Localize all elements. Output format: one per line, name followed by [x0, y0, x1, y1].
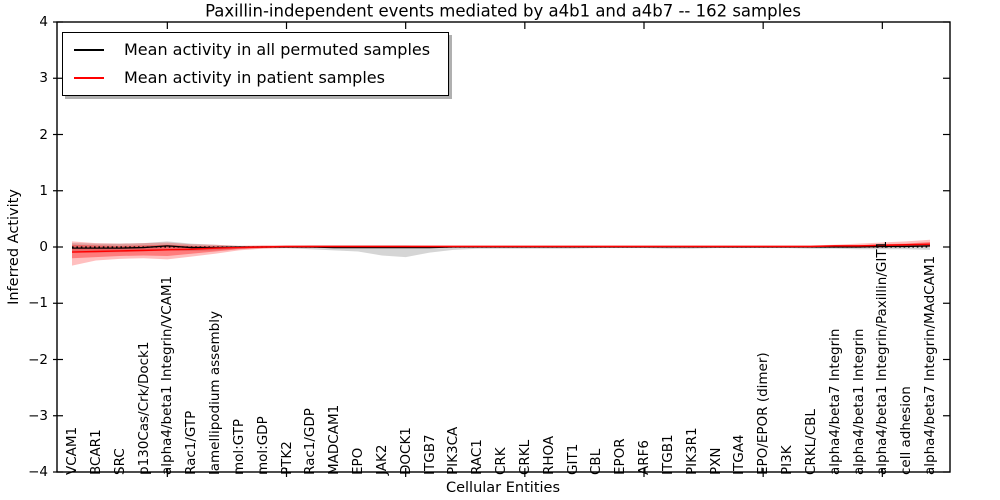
- x-tick-label: VCAM1: [64, 426, 80, 475]
- x-tick-label: mol:GTP: [230, 418, 247, 475]
- legend-label-permuted: Mean activity in all permuted samples: [124, 40, 431, 59]
- x-tick-label: CRK: [493, 447, 509, 475]
- legend-label-patient: Mean activity in patient samples: [124, 68, 385, 87]
- x-tick-label: CRKL/CBL: [802, 409, 819, 475]
- y-tick-label: −1: [28, 295, 48, 312]
- x-tick-label: CBL: [588, 448, 605, 475]
- x-tick-label: EPO: [350, 447, 366, 475]
- x-tick-label: PIK3R1: [683, 427, 700, 475]
- x-axis-label: Cellular Entities: [445, 480, 561, 496]
- y-tick-label: 0: [39, 239, 48, 255]
- y-tick-label: −3: [28, 407, 48, 424]
- x-tick-label: ITGB7: [421, 434, 438, 475]
- x-tick-label: alpha4/beta1 Integrin: [850, 328, 867, 475]
- x-tick-label: CRKL: [516, 439, 533, 475]
- x-tick-label: SRC: [111, 448, 128, 475]
- x-tick-label: MADCAM1: [326, 404, 343, 475]
- x-tick-label: mol:GDP: [254, 416, 271, 475]
- x-tick-label: EPO/EPOR (dimer): [755, 352, 772, 475]
- legend: Mean activity in all permuted samples Me…: [62, 32, 450, 96]
- x-tick-label: p130Cas/Crk/Dock1: [135, 341, 152, 475]
- x-tick-label: alpha4/beta1 Integrin/Paxillin/GIT1: [874, 240, 891, 475]
- x-tick-label: GIT1: [564, 443, 581, 475]
- x-tick-label: Rac1/GDP: [302, 408, 319, 475]
- x-tick-label: alpha4/beta7 Integrin/MAdCAM1: [922, 255, 938, 475]
- x-tick-label: DOCK1: [397, 427, 414, 475]
- axis-ticks: [53, 21, 950, 477]
- x-tick-label: RAC1: [469, 439, 486, 475]
- x-tick-label: ITGA4: [731, 434, 748, 475]
- legend-line-sample-black: [74, 48, 104, 51]
- legend-line-sample-red: [74, 76, 104, 79]
- x-tick-label: RHOA: [540, 435, 557, 475]
- y-tick-label: 2: [39, 126, 48, 143]
- x-tick-label: PI3K: [779, 445, 795, 475]
- y-axis-label: Inferred Activity: [6, 189, 22, 305]
- legend-item-permuted: Mean activity in all permuted samples: [74, 40, 430, 59]
- permuted-samples-range: [72, 241, 930, 258]
- mean-activity-patient-samples: [71, 243, 931, 253]
- x-tick-label: ITGB1: [659, 434, 676, 475]
- x-tick-label: cell adhesion: [898, 386, 915, 475]
- chart-title: Paxillin-independent events mediated by …: [205, 1, 801, 21]
- x-tick-label: PTK2: [278, 441, 295, 475]
- x-tick-label: alpha4/beta1 Integrin/VCAM1: [159, 275, 176, 475]
- y-tick-label: 1: [39, 182, 48, 199]
- x-tick-label: ARF6: [636, 440, 652, 475]
- x-tick-label: PXN: [707, 447, 724, 476]
- legend-item-patient: Mean activity in patient samples: [74, 68, 430, 87]
- x-tick-label: Rac1/GTP: [183, 410, 200, 475]
- x-tick-label: EPOR: [612, 438, 629, 475]
- y-tick-label: −4: [28, 464, 48, 480]
- x-tick-label: BCAR1: [87, 429, 104, 475]
- y-tick-label: 4: [39, 14, 48, 30]
- x-tick-label: lamellipodium assembly: [207, 311, 223, 475]
- y-tick-label: 3: [39, 70, 48, 87]
- y-tick-label: −2: [28, 351, 48, 368]
- x-tick-label: alpha4/beta7 Integrin: [826, 328, 843, 475]
- x-tick-label: PIK3CA: [445, 426, 462, 475]
- x-tick-label: JAK2: [373, 444, 390, 475]
